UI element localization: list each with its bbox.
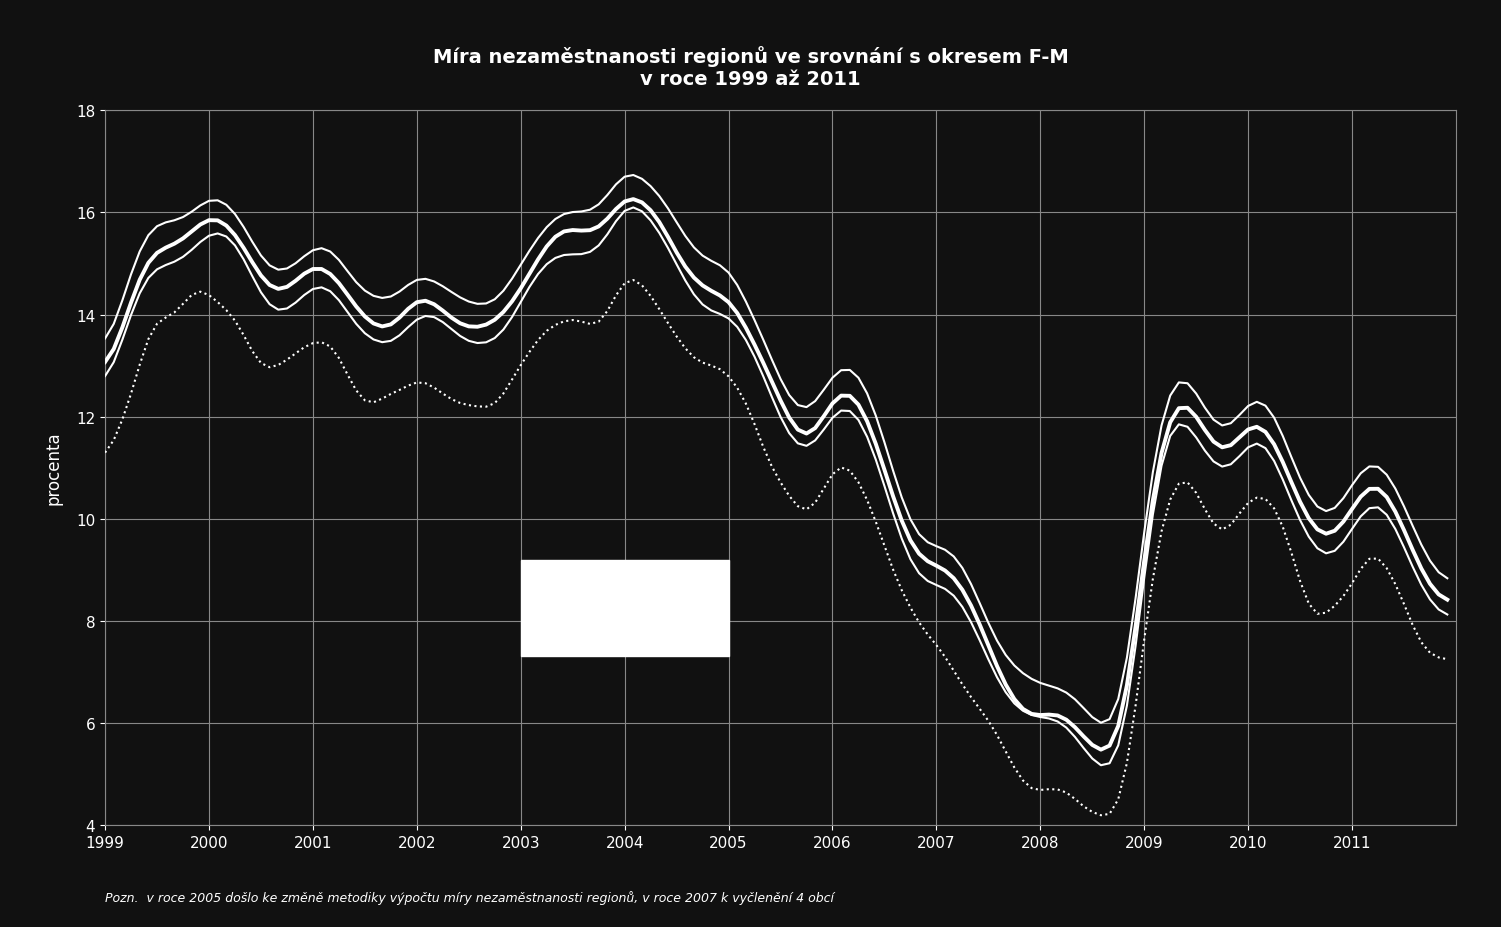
Y-axis label: procenta: procenta	[44, 431, 62, 505]
Text: Pozn.  v roce 2005 došlo ke změně metodiky výpočtu míry nezaměstnanosti regionů,: Pozn. v roce 2005 došlo ke změně metodik…	[105, 890, 835, 904]
Bar	[521, 560, 728, 656]
Text: Míra nezaměstnanosti regionů ve srovnání s okresem F-M
v roce 1999 až 2011: Míra nezaměstnanosti regionů ve srovnání…	[432, 46, 1069, 89]
